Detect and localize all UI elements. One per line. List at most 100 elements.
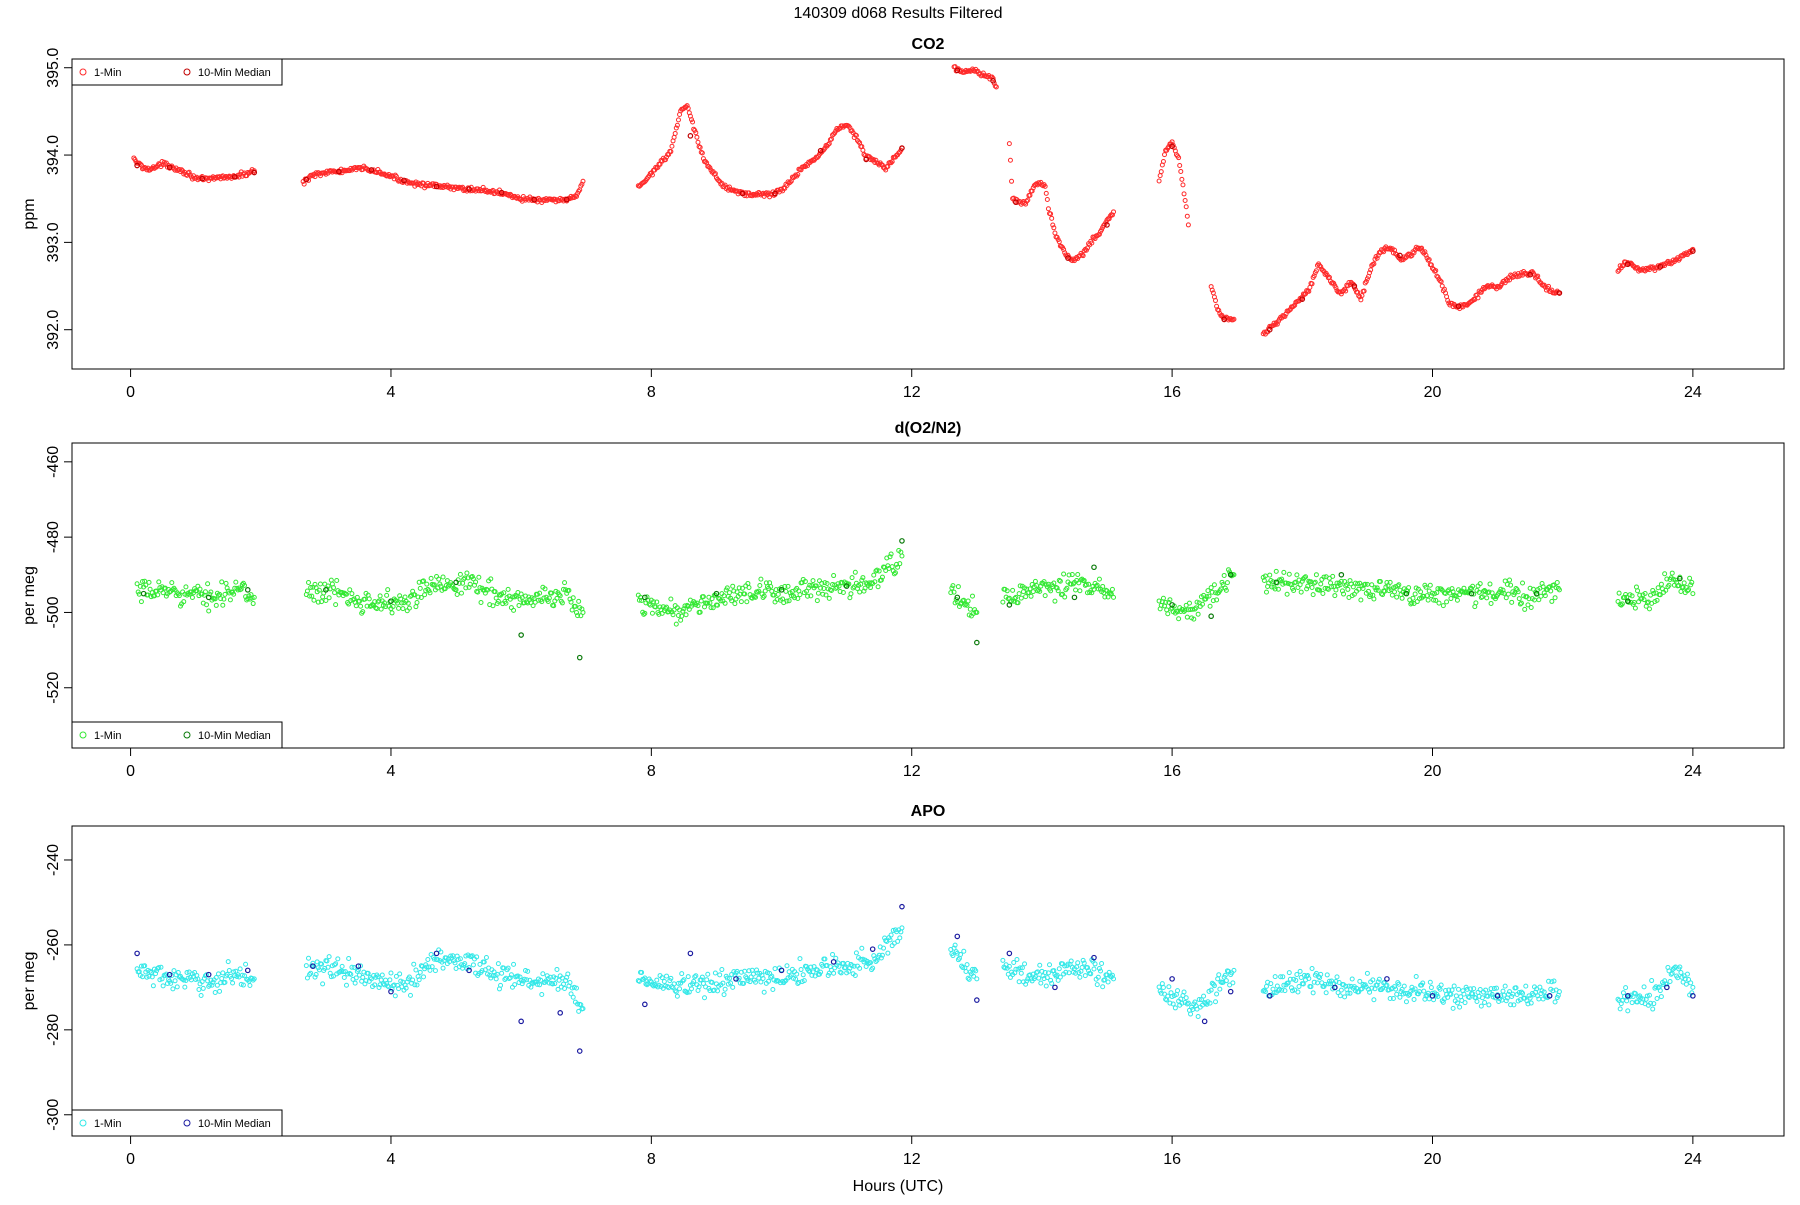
data-point-1min bbox=[1454, 597, 1460, 603]
page-title: 140309 d068 Results Filtered bbox=[793, 5, 1002, 22]
y-tick-label: -280 bbox=[45, 1014, 62, 1046]
data-point-1min bbox=[1275, 586, 1281, 592]
data-point-1min bbox=[1028, 593, 1034, 599]
data-point-1min bbox=[680, 608, 686, 614]
data-point-1min bbox=[1523, 983, 1529, 989]
data-point-1min bbox=[198, 993, 204, 999]
data-point-1min bbox=[554, 595, 560, 601]
data-point-1min bbox=[228, 976, 234, 982]
data-point-1min bbox=[1462, 590, 1468, 596]
data-point-median bbox=[1533, 590, 1540, 597]
data-point-1min bbox=[861, 588, 867, 594]
data-point-1min bbox=[695, 603, 701, 609]
data-point-1min bbox=[731, 588, 737, 594]
data-point-1min bbox=[1338, 578, 1344, 584]
data-point-1min bbox=[187, 974, 193, 980]
data-point-1min bbox=[1283, 580, 1289, 586]
data-point-1min bbox=[1527, 585, 1533, 591]
data-point-1min bbox=[1341, 287, 1347, 293]
data-point-1min bbox=[1462, 1000, 1468, 1006]
data-point-1min bbox=[1502, 983, 1508, 989]
data-point-1min bbox=[1286, 571, 1292, 577]
data-point-1min bbox=[186, 169, 192, 175]
data-point-1min bbox=[138, 963, 144, 969]
data-point-median bbox=[1299, 296, 1306, 302]
data-point-1min bbox=[1684, 971, 1690, 977]
data-point-1min bbox=[684, 103, 690, 109]
data-point-1min bbox=[743, 190, 749, 196]
data-point-1min bbox=[249, 595, 255, 601]
data-point-1min bbox=[1094, 982, 1100, 988]
data-point-1min bbox=[1038, 179, 1044, 185]
data-point-1min bbox=[250, 601, 256, 607]
data-point-1min bbox=[399, 600, 405, 606]
data-point-1min bbox=[1036, 180, 1042, 186]
x-axis-label: Hours (UTC) bbox=[853, 1178, 944, 1195]
data-point-1min bbox=[146, 973, 152, 979]
data-point-1min bbox=[654, 599, 660, 605]
data-point-1min bbox=[1048, 211, 1054, 217]
data-point-1min bbox=[1444, 599, 1450, 605]
data-point-1min bbox=[315, 599, 321, 605]
data-point-1min bbox=[1421, 593, 1427, 599]
data-point-1min bbox=[570, 595, 576, 601]
data-point-1min bbox=[184, 969, 190, 975]
data-point-1min bbox=[440, 965, 446, 971]
data-point-1min bbox=[770, 987, 776, 993]
data-point-1min bbox=[1385, 583, 1391, 589]
data-point-1min bbox=[332, 962, 338, 968]
data-point-1min bbox=[1201, 993, 1207, 999]
data-point-1min bbox=[1358, 597, 1364, 603]
data-point-1min bbox=[1156, 984, 1162, 990]
data-point-1min bbox=[1641, 597, 1647, 603]
data-point-1min bbox=[951, 589, 957, 595]
data-point-1min bbox=[651, 599, 657, 605]
data-point-1min bbox=[242, 582, 247, 588]
data-point-median bbox=[1338, 571, 1345, 578]
data-point-1min bbox=[521, 196, 527, 202]
data-point-1min bbox=[559, 600, 565, 606]
data-point-1min bbox=[170, 986, 176, 992]
data-point-1min bbox=[664, 604, 670, 610]
data-point-1min bbox=[784, 963, 790, 969]
data-point-1min bbox=[1262, 573, 1268, 579]
data-point-1min bbox=[1027, 586, 1033, 592]
data-point-1min bbox=[1040, 183, 1046, 189]
data-point-1min bbox=[1421, 988, 1427, 994]
data-point-1min bbox=[1292, 302, 1298, 308]
data-point-1min bbox=[325, 964, 331, 970]
data-point-1min bbox=[1079, 964, 1085, 970]
data-point-1min bbox=[1022, 961, 1028, 967]
data-point-1min bbox=[313, 972, 319, 978]
data-point-1min bbox=[488, 576, 494, 582]
data-point-1min bbox=[1205, 588, 1211, 594]
data-point-1min bbox=[783, 588, 789, 594]
data-point-median bbox=[990, 78, 996, 84]
data-point-1min bbox=[383, 604, 389, 610]
data-point-1min bbox=[1274, 580, 1280, 586]
data-point-1min bbox=[230, 980, 236, 986]
data-point-1min bbox=[1282, 314, 1288, 320]
data-point-1min bbox=[1440, 603, 1446, 609]
data-point-1min bbox=[387, 977, 393, 983]
data-point-1min bbox=[143, 582, 149, 588]
data-point-1min bbox=[992, 83, 998, 89]
data-point-1min bbox=[1388, 247, 1394, 253]
data-point-1min bbox=[1027, 192, 1033, 198]
data-point-1min bbox=[387, 599, 393, 605]
data-point-1min bbox=[698, 598, 704, 604]
x-tick-label: 20 bbox=[1424, 763, 1442, 780]
data-point-1min bbox=[873, 568, 879, 574]
data-point-1min bbox=[250, 977, 256, 983]
data-point-median bbox=[134, 950, 140, 957]
data-point-1min bbox=[1623, 985, 1629, 991]
data-point-1min bbox=[436, 576, 442, 582]
data-point-1min bbox=[1286, 970, 1292, 976]
data-point-1min bbox=[1478, 289, 1484, 295]
data-point-1min bbox=[1012, 595, 1018, 601]
data-point-1min bbox=[1416, 596, 1422, 602]
data-point-1min bbox=[511, 607, 517, 613]
data-point-1min bbox=[726, 590, 732, 596]
data-point-1min bbox=[677, 986, 683, 992]
data-point-median bbox=[1273, 579, 1280, 586]
